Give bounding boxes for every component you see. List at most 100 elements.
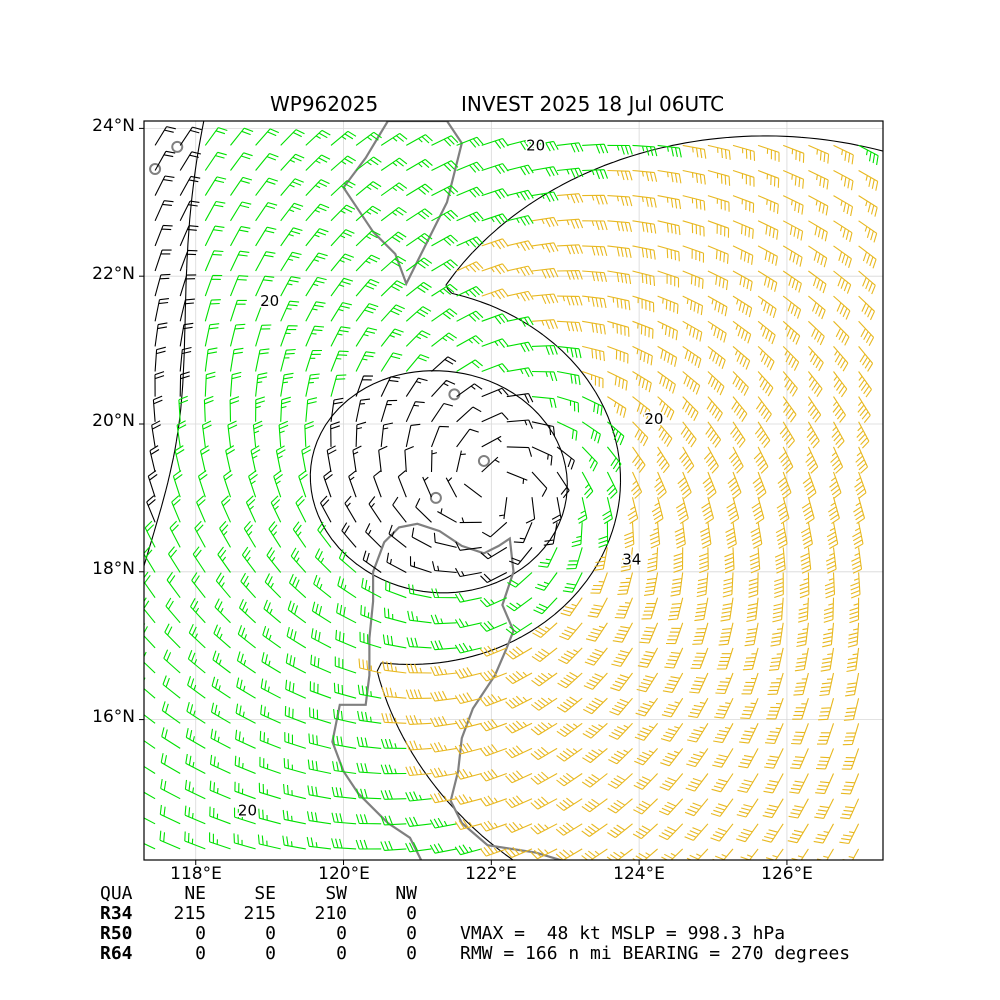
wind-barb [531,345,558,355]
lat-tick-24: 24°N [92,116,135,136]
wind-barb [749,547,761,574]
wind-barb [380,376,401,397]
wind-barb [280,396,291,422]
wind-barb [506,265,534,277]
wind-barb [738,848,759,860]
wind-barb [665,622,684,645]
wind-barb [454,819,482,831]
wind-barb [651,497,664,525]
wind-barb [831,421,845,449]
wind-barb [757,295,777,319]
wind-barb [406,158,433,171]
wind-barb [184,805,206,825]
wind-barb [649,522,661,549]
wind-barb [373,470,382,498]
wind-barb [238,598,256,624]
wind-barb [284,732,306,749]
wind-barb [506,471,528,484]
wind-barbs [144,126,879,860]
wind-barb [430,449,438,473]
row-label-r50: R50 [100,923,133,944]
wind-barb [397,470,407,498]
wind-barb [531,647,558,663]
wind-barb [766,698,784,720]
wind-barb [330,350,349,372]
wind-barb [304,420,314,447]
wind-barb [481,363,509,373]
wind-barb [632,220,657,234]
wind-barb [144,520,156,548]
wind-barb [217,546,231,573]
wind-barb [607,371,628,391]
wind-barb [850,572,861,599]
wind-barb [355,351,376,372]
wind-barb [807,396,822,423]
wind-barb [154,371,165,397]
wind-barb [456,236,484,248]
lat-tick-20: 20°N [92,411,135,431]
wind-barb [657,320,678,341]
wind-barb [480,546,508,560]
wind-barb [355,131,382,146]
wind-barb [144,677,156,699]
wind-barb [330,421,340,447]
wind-barb [179,225,199,247]
wind-barb [204,225,225,247]
wind-barb [726,497,740,525]
wind-barb [673,547,684,573]
wind-barb [581,421,601,444]
wind-barb [454,742,482,755]
wind-barb [174,445,185,473]
wind-barb [380,738,407,749]
wind-barb [431,234,458,247]
wind-barb [179,371,190,397]
wind-barb [682,320,703,342]
wind-barb [757,346,775,371]
wind-barb [792,698,809,720]
wind-barb [707,169,731,186]
wind-barb [685,773,709,792]
wind-barb [481,387,509,398]
wind-barb [732,144,756,161]
wind-barb [779,421,795,449]
quadrant-header-ne: NE [184,883,206,904]
wind-barb [154,249,172,272]
wind-barb [701,497,715,525]
r34-nw: 0 [406,903,417,924]
wind-barb [479,645,508,657]
wind-barb [360,605,382,624]
wind-barb [607,144,633,155]
wind-barb [154,298,169,322]
wind-barb [826,522,839,550]
wind-barb [557,671,583,689]
wind-barb [160,753,181,774]
wind-barb [405,330,431,347]
wind-barb [292,521,307,548]
wind-barb [382,634,407,649]
wind-barb [770,622,784,647]
wind-barb [558,647,583,665]
wind-barb [255,275,275,297]
wind-barb [258,782,281,800]
wind-barb [557,142,584,153]
wind-barb [305,325,325,347]
wind-barb [330,374,347,397]
wind-barb [236,651,256,674]
wind-barb [657,270,680,288]
wind-barb [266,547,282,573]
wind-barb [144,703,156,724]
wind-barb [857,396,871,423]
wind-barb [801,497,815,525]
wind-barb [463,483,483,498]
wind-barb [326,445,337,473]
wind-barb [858,144,879,166]
wind-barb [219,520,231,548]
wind-barb [144,651,156,674]
wind-barb [505,770,533,784]
wind-barb [686,748,709,768]
r64-nw: 0 [406,943,417,964]
wind-barb [707,195,730,212]
wind-barb [752,471,767,500]
wind-barb [201,420,212,447]
wind-barb [833,346,849,372]
